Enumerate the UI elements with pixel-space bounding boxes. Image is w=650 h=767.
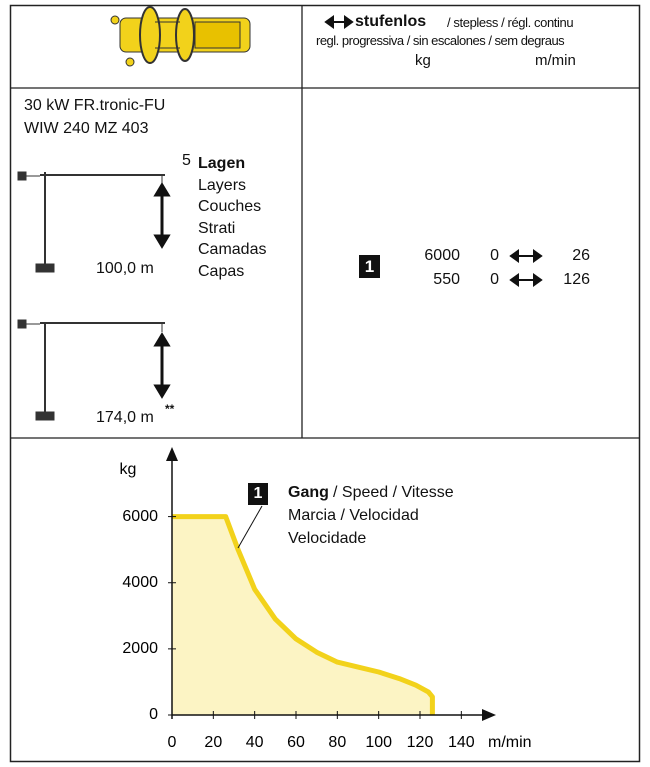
y-tick-label: 2000 xyxy=(122,640,158,657)
layer-label: Camadas xyxy=(198,239,266,261)
speed-value: 126 xyxy=(545,272,590,288)
legend-text: Velocidade xyxy=(288,531,366,547)
speed-value: 0 xyxy=(485,272,499,288)
gear-badge: 1 xyxy=(359,255,380,278)
winch-icon xyxy=(111,7,250,66)
spec-sheet: 0200040006000020406080100120140kgm/min s… xyxy=(0,0,650,767)
footnote-mark: ** xyxy=(165,403,174,415)
unit-speed: m/min xyxy=(535,53,576,68)
mode: stufenlos xyxy=(355,14,426,30)
outer-border xyxy=(11,6,640,762)
legend-text: / Speed / Vitesse xyxy=(333,485,454,501)
mode-translations: regl. progressiva / sin escalones / sem … xyxy=(316,34,564,47)
layer-label: Strati xyxy=(198,218,266,240)
legend-text: Marcia / Velocidad xyxy=(288,508,419,524)
frame: 0200040006000020406080100120140kgm/min xyxy=(0,0,650,767)
height: 174,0 m xyxy=(96,410,154,426)
double-arrow-vertical xyxy=(156,335,168,396)
height: 100,0 m xyxy=(96,261,154,277)
x-tick-label: 0 xyxy=(168,734,177,751)
motor-power: 30 kW FR.tronic-FU xyxy=(24,98,165,114)
speed-value: 550 xyxy=(400,272,460,288)
x-tick-label: 140 xyxy=(448,734,475,751)
y-tick-label: 0 xyxy=(149,706,158,723)
layer-label: Lagen xyxy=(198,153,266,175)
speed-value: 0 xyxy=(485,248,499,264)
unit-load: kg xyxy=(415,53,431,68)
crane-icon xyxy=(18,172,165,272)
double-arrow-vertical xyxy=(156,185,168,246)
axis-arrow xyxy=(482,709,496,721)
double-arrow xyxy=(326,17,352,27)
x-tick-label: 60 xyxy=(287,734,305,751)
layer-label: Capas xyxy=(198,261,266,283)
speed-value: 6000 xyxy=(400,248,460,264)
double-arrow xyxy=(511,251,541,285)
x-tick-label: 20 xyxy=(204,734,222,751)
mode-translations: / stepless / régl. continu xyxy=(447,16,573,29)
motor-model: WIW 240 MZ 403 xyxy=(24,121,148,137)
gear-badge: 1 xyxy=(248,483,268,505)
layer-label: Couches xyxy=(198,196,266,218)
speed-value: 26 xyxy=(545,248,590,264)
leader-line xyxy=(238,506,262,548)
layer-label: Layers xyxy=(198,175,266,197)
x-tick-label: 80 xyxy=(328,734,346,751)
legend-gang: Gang xyxy=(288,485,329,501)
crane-icon xyxy=(18,320,165,420)
y-tick-label: 6000 xyxy=(122,508,158,525)
x-tick-label: 100 xyxy=(365,734,392,751)
x-tick-label: 40 xyxy=(246,734,264,751)
axis-arrow xyxy=(166,447,178,461)
x-axis-label: m/min xyxy=(488,734,532,751)
y-tick-label: 4000 xyxy=(122,574,158,591)
y-axis-label: kg xyxy=(120,461,137,478)
layer-count: 5 xyxy=(182,153,191,169)
x-tick-label: 120 xyxy=(407,734,434,751)
